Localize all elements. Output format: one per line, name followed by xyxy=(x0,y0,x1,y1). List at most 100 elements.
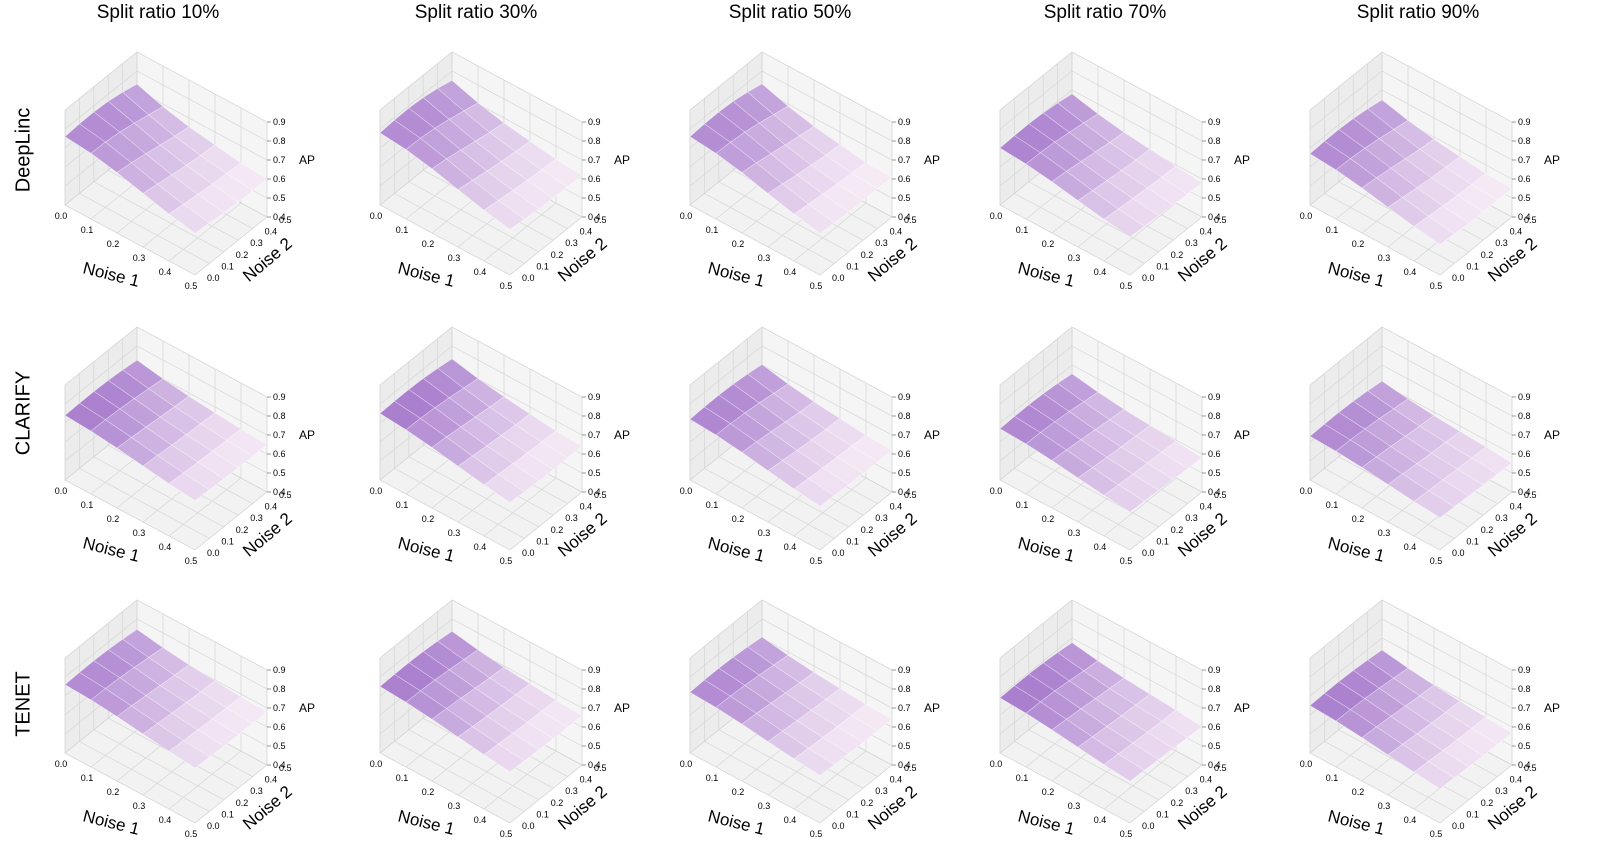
z-tick-label: 0.6 xyxy=(588,449,601,459)
z-tick-label: 0.4 xyxy=(1518,487,1531,497)
surface-facet xyxy=(1161,440,1203,469)
y-tick-label: 0.5 xyxy=(594,490,607,500)
x-tick-label: 0.5 xyxy=(1120,556,1133,566)
surface-panel: 0.00.10.20.30.40.50.00.10.20.30.40.50.40… xyxy=(370,51,630,291)
y-tick-label: 0.4 xyxy=(580,502,593,512)
z-tick-label: 0.7 xyxy=(588,430,601,440)
z-tick-label: 0.7 xyxy=(1518,430,1531,440)
x-tick-label: 0.1 xyxy=(706,225,719,235)
z-tick-label: 0.9 xyxy=(273,392,286,402)
z-tick-label: 0.7 xyxy=(1518,703,1531,713)
gridline xyxy=(64,70,268,142)
surface-facet xyxy=(1442,739,1484,768)
surface-facet xyxy=(1132,462,1174,491)
surface-facet xyxy=(211,173,254,203)
z-tick-label: 0.8 xyxy=(898,684,911,694)
y-tick-label: 0.0 xyxy=(1452,548,1465,558)
z-tick-label: 0.4 xyxy=(1208,212,1221,222)
z-tick-label: 0.8 xyxy=(1518,684,1531,694)
y-tick-label: 0.2 xyxy=(1171,250,1184,260)
x-tick-label: 0.5 xyxy=(1430,829,1443,839)
z-tick-label: 0.8 xyxy=(588,684,601,694)
surface-facet xyxy=(1413,215,1455,245)
x-tick-label: 0.2 xyxy=(1352,239,1365,249)
z-tick-label: 0.7 xyxy=(1208,155,1221,165)
gridline xyxy=(379,618,583,690)
x-tick-label: 0.1 xyxy=(396,500,409,510)
y-tick-label: 0.3 xyxy=(1495,513,1508,523)
x-tick-label: 0.2 xyxy=(1042,239,1055,249)
y-tick-label: 0.2 xyxy=(861,798,874,808)
z-tick-label: 0.4 xyxy=(273,760,286,770)
y-tick-label: 0.2 xyxy=(551,250,564,260)
z-tick-label: 0.6 xyxy=(898,449,911,459)
gridline xyxy=(379,51,583,123)
x-axis-label: Noise 1 xyxy=(1326,258,1387,290)
z-tick-label: 0.9 xyxy=(1208,117,1221,127)
column-title-split-10: Split ratio 10% xyxy=(96,2,220,23)
x-tick-label: 0.4 xyxy=(1094,267,1107,277)
x-tick-label: 0.2 xyxy=(422,514,435,524)
y-tick-label: 0.3 xyxy=(1495,786,1508,796)
y-tick-label: 0.3 xyxy=(875,513,888,523)
y-tick-label: 0.1 xyxy=(1466,261,1479,271)
surface-facet xyxy=(1427,479,1470,508)
x-tick-label: 0.3 xyxy=(1378,801,1391,811)
x-tick-label: 0.1 xyxy=(81,225,94,235)
z-tick-label: 0.7 xyxy=(1518,155,1531,165)
y-tick-label: 0.2 xyxy=(861,525,874,535)
y-tick-label: 0.5 xyxy=(279,763,292,773)
z-tick-label: 0.8 xyxy=(273,684,286,694)
y-tick-label: 0.5 xyxy=(1214,763,1227,773)
y-tick-label: 0.4 xyxy=(1200,227,1213,237)
z-axis-label: AP xyxy=(1234,428,1250,442)
x-tick-label: 0.0 xyxy=(990,211,1003,221)
x-tick-label: 0.1 xyxy=(1326,500,1339,510)
y-tick-label: 0.1 xyxy=(1156,809,1169,819)
z-axis-label: AP xyxy=(1544,701,1560,715)
surface-panel: 0.00.10.20.30.40.50.00.10.20.30.40.50.40… xyxy=(680,326,940,566)
x-tick-label: 0.2 xyxy=(1042,514,1055,524)
z-tick-label: 0.7 xyxy=(273,430,286,440)
y-tick-label: 0.0 xyxy=(1452,821,1465,831)
surface-panel: 0.00.10.20.30.40.50.00.10.20.30.40.50.40… xyxy=(55,326,315,566)
y-tick-label: 0.1 xyxy=(536,809,549,819)
x-tick-label: 0.4 xyxy=(1094,542,1107,552)
x-tick-label: 0.0 xyxy=(370,486,383,496)
surface-facet xyxy=(1442,468,1484,497)
gridline xyxy=(64,326,268,398)
x-tick-label: 0.4 xyxy=(159,542,172,552)
x-tick-label: 0.0 xyxy=(680,486,693,496)
x-tick-label: 0.1 xyxy=(1016,773,1029,783)
z-tick-label: 0.9 xyxy=(1518,665,1531,675)
x-tick-label: 0.2 xyxy=(422,787,435,797)
x-axis-label: Noise 1 xyxy=(1016,533,1077,565)
z-tick-label: 0.4 xyxy=(898,212,911,222)
gridline xyxy=(999,599,1203,671)
z-tick-label: 0.9 xyxy=(588,392,601,402)
x-tick-label: 0.2 xyxy=(1352,787,1365,797)
gridline xyxy=(1309,618,1513,690)
y-tick-label: 0.0 xyxy=(832,273,845,283)
y-tick-label: 0.5 xyxy=(594,215,607,225)
y-tick-label: 0.5 xyxy=(904,763,917,773)
x-tick-label: 0.3 xyxy=(1378,528,1391,538)
z-tick-label: 0.6 xyxy=(1518,722,1531,732)
surface-facet xyxy=(1117,473,1160,502)
gridline xyxy=(64,618,268,690)
x-tick-label: 0.3 xyxy=(133,253,146,263)
x-tick-label: 0.5 xyxy=(1430,281,1443,291)
y-tick-label: 0.3 xyxy=(875,786,888,796)
z-axis-label: AP xyxy=(924,428,940,442)
z-tick-label: 0.8 xyxy=(273,411,286,421)
x-tick-label: 0.0 xyxy=(990,486,1003,496)
x-tick-label: 0.2 xyxy=(732,514,745,524)
x-tick-label: 0.1 xyxy=(1016,500,1029,510)
x-axis-label: Noise 1 xyxy=(1016,258,1077,290)
y-tick-label: 0.1 xyxy=(221,809,234,819)
surface-facet xyxy=(483,743,525,773)
z-tick-label: 0.7 xyxy=(273,703,286,713)
surface-facet xyxy=(851,703,893,732)
surface-facet xyxy=(226,428,268,457)
gridline xyxy=(999,618,1203,690)
